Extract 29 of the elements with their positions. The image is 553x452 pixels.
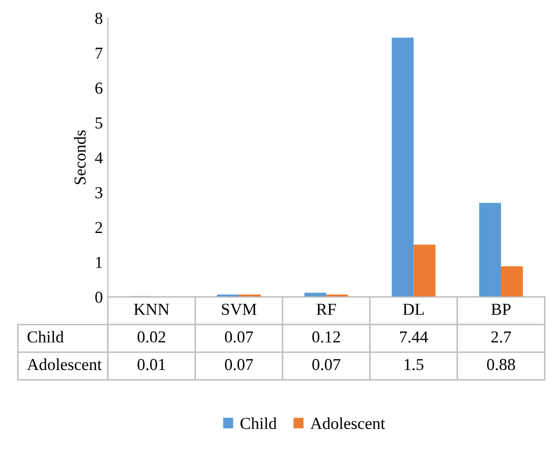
data-label: 0.02	[138, 331, 166, 343]
y-tick-label: 3	[95, 187, 102, 198]
x-tick-label: BP	[491, 304, 511, 315]
y-tick-label: 8	[95, 12, 102, 24]
legend-label: Adolescent	[310, 417, 386, 430]
data-label: 0.12	[312, 331, 340, 343]
data-label: 7.44	[400, 331, 428, 343]
x-tick-label: RF	[316, 304, 336, 315]
x-tick-label: SVM	[222, 304, 256, 316]
data-label: 0.07	[312, 358, 340, 370]
data-label: 0.01	[138, 358, 166, 370]
y-tick-label: 5	[96, 118, 102, 129]
y-tick-label: 6	[95, 82, 102, 94]
y-tick-label: 0	[95, 292, 102, 303]
x-tick-label: DL	[403, 304, 424, 315]
text: Child	[28, 330, 64, 343]
y-axis-title: Seconds	[74, 130, 86, 184]
data-label: 1.5	[404, 358, 424, 370]
x-tick-label: KNN	[134, 304, 170, 315]
y-tick-label: 4	[94, 152, 103, 164]
text: Adolescent	[27, 358, 102, 370]
data-label: 2.7	[491, 331, 511, 343]
y-tick-label: 2	[95, 222, 102, 234]
legend-label: Child	[240, 417, 277, 430]
y-tick-label: 1	[96, 256, 102, 268]
y-tick-label: 7	[96, 48, 102, 59]
data-label: 0.88	[487, 358, 515, 370]
data-label: 0.07	[224, 358, 253, 370]
data-label: 0.07	[224, 331, 253, 343]
